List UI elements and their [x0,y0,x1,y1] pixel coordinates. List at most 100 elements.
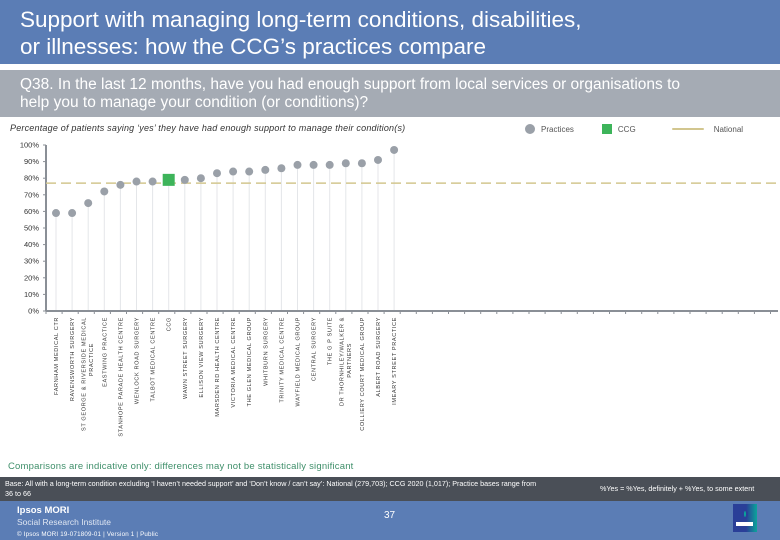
x-axis [45,310,778,314]
y-tick-label: 20% [24,273,39,282]
y-tick-label: 10% [24,290,39,299]
logo-bar [736,522,753,526]
practice-point [293,160,302,169]
practice-point [309,160,318,169]
x-tick-label: TRINITY MEDICAL CENTRE [279,317,285,403]
y-tick-label: 80% [24,174,39,183]
x-tick-label-text: MARSDEN RD HEALTH CENTRE [215,317,221,417]
practice-point [100,187,109,196]
x-tick-label: THE GLEN MEDICAL GROUP [247,317,253,406]
x-tick-label: FARNHAM MEDICAL CTR [54,317,60,395]
x-tick-label-text: IMEARY STREET PRACTICE [392,317,398,405]
x-tick-label-text: THE G P SUITE [328,317,334,365]
y-axis: 0% 10% 20% 30% 40% 50% 60% 70% 80% 90% 100% [20,141,47,316]
ccg-point [162,173,175,186]
practice-point [229,167,238,176]
practice-point [148,177,157,186]
practice-point [132,177,141,186]
x-tick-label: IMEARY STREET PRACTICE [392,317,398,405]
copyright: © Ipsos MORI 19-071809-01 | Version 1 | … [17,531,159,538]
page-number: 37 [384,510,396,521]
y-tick-label: 60% [24,207,39,216]
practice-point [341,159,350,168]
practice-point [325,160,334,169]
x-tick-label-text: THE GLEN MEDICAL GROUP [247,317,253,406]
x-tick-label: STANHOPE PARADE HEALTH CENTRE [118,317,124,437]
practice-point [68,209,77,218]
x-tick-label-text: WAWN STREET SURGERY [183,317,189,399]
x-tick-label-text: PRACTICE [89,343,95,376]
legend-label-practices: Practices [541,124,574,134]
x-tick-label-text: ST GEORGE & RIVERSIDE MEDICAL [82,317,88,431]
x-tick-label-text: WHITBURN SURGERY [263,317,269,386]
brand-name: Ipsos MORI [17,505,70,516]
y-tick-label: 70% [24,190,39,199]
x-tick-label-text: DR THORNHILEY/WALKER & [339,317,345,406]
x-tick-label: ST GEORGE & RIVERSIDE MEDICAL PRACTICE [82,317,96,431]
practice-point [277,164,286,173]
practice-point [116,180,125,189]
practice-point [180,175,189,184]
data-points [52,145,399,218]
x-tick-label: TALBOT MEDICAL CENTRE [151,317,157,402]
x-tick-label-text: FARNHAM MEDICAL CTR [54,317,60,395]
x-tick-label: CCG [167,317,173,331]
x-tick-label-text: ELLISON VIEW SURGERY [199,317,205,398]
x-axis-labels: FARNHAM MEDICAL CTR RAVENSWORTH SURGERY ST… [54,317,398,437]
drop-lines [55,153,395,311]
national-legend-line-icon [671,128,704,130]
x-tick-label: RAVENSWORTH SURGERY [70,317,76,401]
x-tick-label: CENTRAL SURGERY [312,317,318,381]
x-tick-label: WAYFIELD MEDICAL GROUP [296,317,302,406]
x-tick-label: THE G P SUITE [328,317,334,365]
practice-point [245,167,254,176]
legend-label-national: National [713,124,744,134]
practice-point [52,209,60,218]
ccg-legend-marker-icon [601,124,612,134]
x-tick-label: EASTWING PRACTICE [102,317,108,387]
comparison-caveat: Comparisons are indicative only: differe… [8,461,354,472]
practice-point [196,174,205,183]
footer: Ipsos MORI Social Research Institute © I… [0,501,780,540]
y-tick-label: 90% [24,157,39,166]
chart-legend: Practices CCG National [525,121,743,137]
x-tick-label-text: STANHOPE PARADE HEALTH CENTRE [118,317,124,437]
page-title-line2: or illnesses: how the CCG’s practices co… [20,34,487,59]
practice-point [261,165,270,174]
logo-mark [742,509,748,519]
brand-subtitle: Social Research Institute [17,517,112,527]
practice-point [84,199,93,208]
x-tick-label-text: ALBERT ROAD SURGERY [376,317,382,397]
y-tick-label: 0% [28,307,39,316]
x-tick-label: VICTORIA MEDICAL CENTRE [231,317,237,408]
page-title-line1: Support with managing long-term conditio… [20,7,582,32]
scatter-chart: 0% 10% 20% 30% 40% 50% 60% 70% 80% 90% 100% FARNHA… [20,141,778,437]
y-tick-label: 50% [24,224,39,233]
base-band: Base: All with a long-term condition exc… [0,477,780,501]
title-band: Support with managing long-term conditio… [0,0,780,64]
x-tick-label: ALBERT ROAD SURGERY [376,317,382,397]
practice-point [213,169,221,178]
question-band: Q38. In the last 12 months, have you had… [0,70,780,117]
question-text: Q38. In the last 12 months, have you had… [20,76,770,112]
x-tick-label-text: PARTNERS [347,343,353,378]
x-tick-label: WHITBURN SURGERY [263,317,269,386]
y-tick-label: 40% [24,240,39,249]
yes-definition: %Yes = %Yes, definitely + %Yes, to some … [600,484,755,493]
page-title: Support with managing long-term conditio… [20,6,760,60]
ipsos-logo-icon [733,504,757,532]
practices-legend-marker-icon [525,124,535,134]
x-tick-label: ELLISON VIEW SURGERY [199,317,205,398]
x-tick-label-text: EASTWING PRACTICE [102,317,108,387]
x-tick-label: WENLOCK ROAD SURGERY [135,317,141,404]
practice-point [357,159,366,168]
x-tick-label-text: COLLIERY COURT MEDICAL GROUP [360,317,366,431]
practice-point [374,155,382,164]
x-tick-label: WAWN STREET SURGERY [183,317,189,399]
x-tick-label-text: WAYFIELD MEDICAL GROUP [296,317,302,406]
legend-label-ccg: CCG [617,124,636,134]
question-line2: help you to manage your condition (or co… [20,94,369,111]
x-tick-label-text: CCG [167,317,173,331]
y-tick-label: 30% [24,257,39,266]
x-tick-label: COLLIERY COURT MEDICAL GROUP [360,317,366,431]
